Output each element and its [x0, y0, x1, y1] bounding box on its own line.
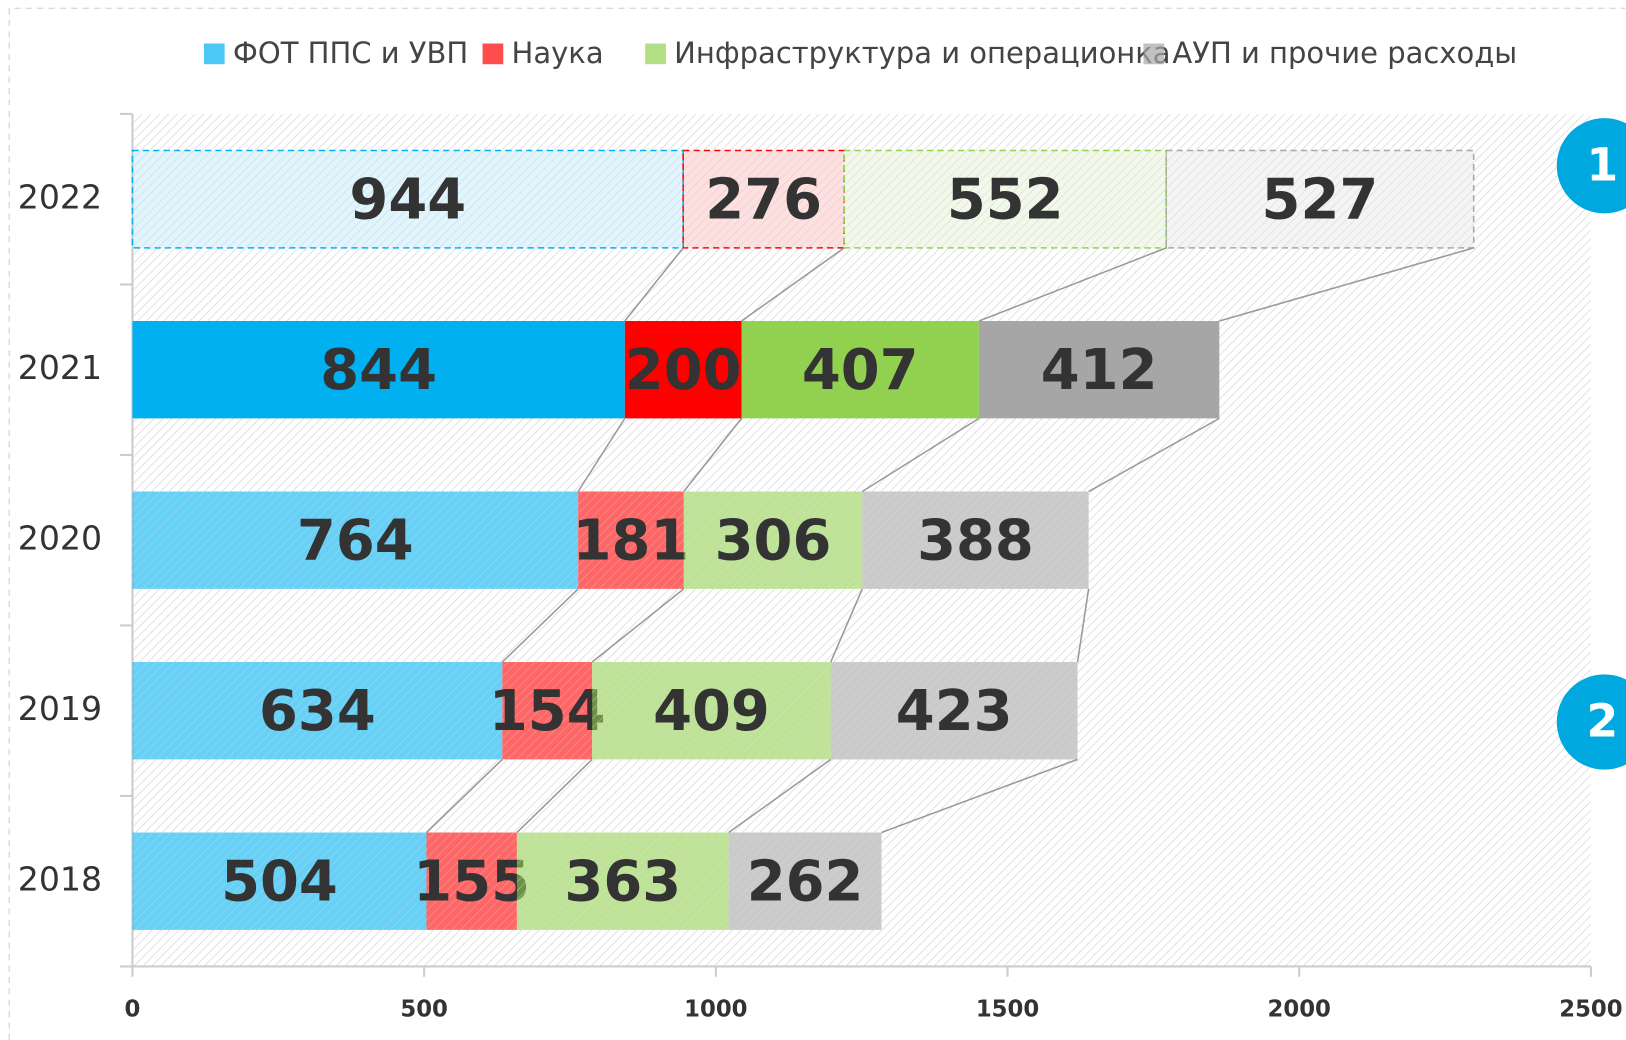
bar-hatch [683, 491, 863, 589]
data-label: 262 [747, 849, 864, 914]
legend-swatch [482, 43, 504, 65]
bar-hatch [862, 491, 1089, 589]
data-label: 409 [653, 679, 770, 744]
y-tick-label: 2022 [18, 178, 102, 217]
bar-hatch [1166, 150, 1474, 248]
x-tick-label: 1500 [976, 996, 1039, 1022]
x-tick-label: 500 [400, 996, 448, 1022]
x-tick-label: 0 [125, 996, 141, 1022]
connector [577, 417, 626, 492]
legend-label: АУП и прочие расходы [1172, 36, 1517, 70]
legend-label: Инфраструктура и операционка [674, 36, 1170, 70]
data-label: 527 [1262, 167, 1379, 232]
bar-hatch [426, 832, 517, 930]
legend-label: Наука [512, 36, 604, 70]
data-label: 504 [221, 849, 338, 914]
bar-hatch [830, 662, 1078, 760]
connector [830, 588, 863, 663]
y-tick-label: 2019 [18, 689, 102, 728]
y-tick-label: 2018 [18, 860, 102, 899]
data-label: 276 [705, 167, 822, 232]
data-label: 423 [896, 679, 1013, 744]
annotation: 1 [1586, 138, 1618, 191]
data-label: 181 [573, 508, 690, 573]
legend-label: ФОТ ППС и УВП [233, 36, 468, 70]
connector [1076, 588, 1090, 663]
legend-swatch [203, 43, 225, 65]
bar-hatch [728, 832, 882, 930]
connector [741, 247, 845, 322]
bar-hatch [502, 662, 593, 760]
bar-hatch [844, 150, 1167, 248]
connector [1088, 417, 1220, 493]
connector [1219, 247, 1474, 322]
data-label: 407 [802, 338, 919, 403]
annotation-badge [1556, 118, 1626, 214]
data-label: 154 [489, 679, 606, 744]
bar-hatch [578, 491, 684, 589]
connector [425, 758, 503, 834]
bar-hatch [132, 150, 684, 248]
data-label: 200 [625, 338, 742, 403]
connector [728, 758, 832, 834]
x-tick-label: 2500 [1559, 996, 1622, 1022]
bar-hatch [516, 832, 729, 930]
connector [516, 758, 593, 834]
bar-segment [132, 321, 625, 419]
bar-segment [978, 321, 1220, 419]
connector [861, 417, 980, 493]
bar-hatch [683, 150, 845, 248]
bar-segment [741, 321, 979, 419]
data-label: 552 [947, 167, 1064, 232]
y-tick-label: 2021 [18, 348, 102, 387]
data-label: 155 [413, 849, 530, 914]
legend-swatch [645, 43, 666, 65]
connector [591, 588, 685, 663]
connector [881, 758, 1078, 834]
connector [624, 247, 684, 322]
data-label: 412 [1041, 338, 1158, 403]
x-tick-label: 1000 [684, 996, 747, 1022]
y-tick-label: 2020 [18, 519, 102, 558]
frame [8, 7, 1626, 1040]
data-label: 844 [320, 338, 437, 403]
connector [978, 247, 1167, 322]
x-tick-label: 2000 [1268, 996, 1331, 1022]
bar-hatch [592, 662, 831, 760]
data-label: 388 [917, 508, 1034, 573]
connector [683, 417, 743, 492]
bar-segment [624, 321, 742, 419]
bar-hatch [132, 491, 579, 589]
legend-swatch [1143, 43, 1165, 65]
data-label: 764 [297, 508, 414, 573]
data-label: 306 [715, 508, 832, 573]
annotation-badge [1556, 674, 1626, 770]
annotation: 2 [1586, 695, 1618, 748]
bar-hatch [132, 832, 427, 930]
bar-hatch [132, 662, 503, 760]
data-label: 634 [259, 679, 376, 744]
connector [501, 588, 579, 663]
data-label: 363 [564, 849, 681, 914]
data-label: 944 [349, 167, 466, 232]
